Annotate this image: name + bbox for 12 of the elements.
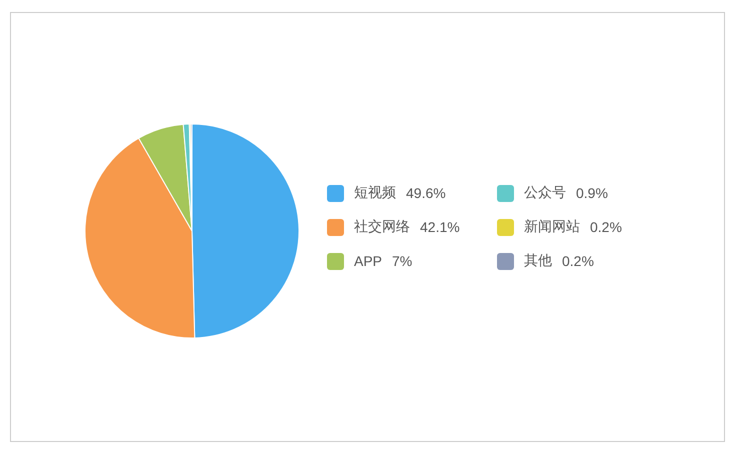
data-label: 0.9% [576, 185, 608, 201]
data-label: 49.6% [406, 185, 446, 201]
legend-label: 其他 [524, 252, 552, 270]
data-label: 0.2% [562, 253, 594, 269]
legend-label: 新闻网站 [524, 218, 580, 236]
legend-label: 社交网络 [354, 218, 410, 236]
data-label: 7% [392, 253, 412, 269]
legend-label: 短视频 [354, 184, 396, 202]
data-label: 42.1% [420, 219, 460, 235]
data-label: 0.2% [590, 219, 622, 235]
legend-label: APP [354, 253, 382, 269]
legend-label: 公众号 [524, 184, 566, 202]
